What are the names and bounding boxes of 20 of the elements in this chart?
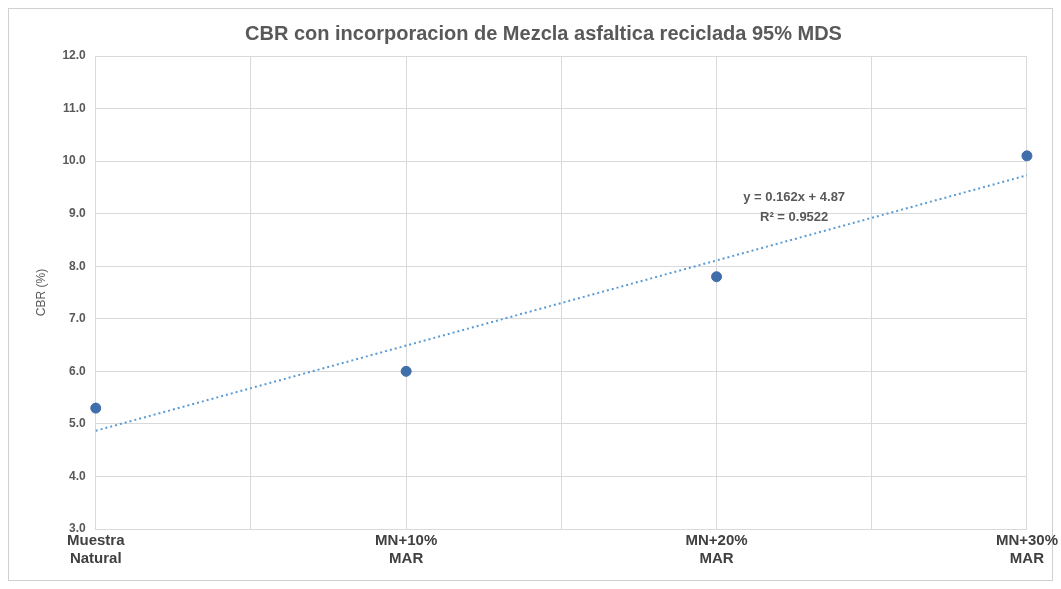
- point: [400, 365, 412, 377]
- chart-title: CBR con incorporacion de Mezcla asfaltica reciclada 95% MDS: [245, 21, 842, 44]
- point: [1021, 150, 1033, 162]
- y-tick-label: 10.0: [62, 153, 87, 168]
- x-tick-label: MN+20% MAR: [685, 531, 748, 567]
- annotation: R² = 0.9522: [760, 209, 829, 225]
- y-tick-label: 4.0: [69, 468, 87, 483]
- x-tick-label: MN+10% MAR: [375, 531, 438, 567]
- y-tick-label: 5.0: [69, 416, 87, 431]
- annotation: y = 0.162x + 4.87: [743, 189, 846, 205]
- y-tick-label: 7.0: [69, 311, 87, 326]
- point: [711, 271, 723, 283]
- x-tick-label: MN+30% MAR: [995, 531, 1058, 567]
- y-tick-label: 9.0: [69, 205, 87, 220]
- point: [90, 402, 102, 414]
- y-axis-title: CBR (%): [33, 268, 48, 317]
- y-tick-label: 6.0: [69, 363, 87, 378]
- y-tick-label: 11.0: [63, 100, 87, 115]
- y-tick-label: 8.0: [69, 258, 87, 273]
- y-tick-label: 12.0: [62, 48, 87, 63]
